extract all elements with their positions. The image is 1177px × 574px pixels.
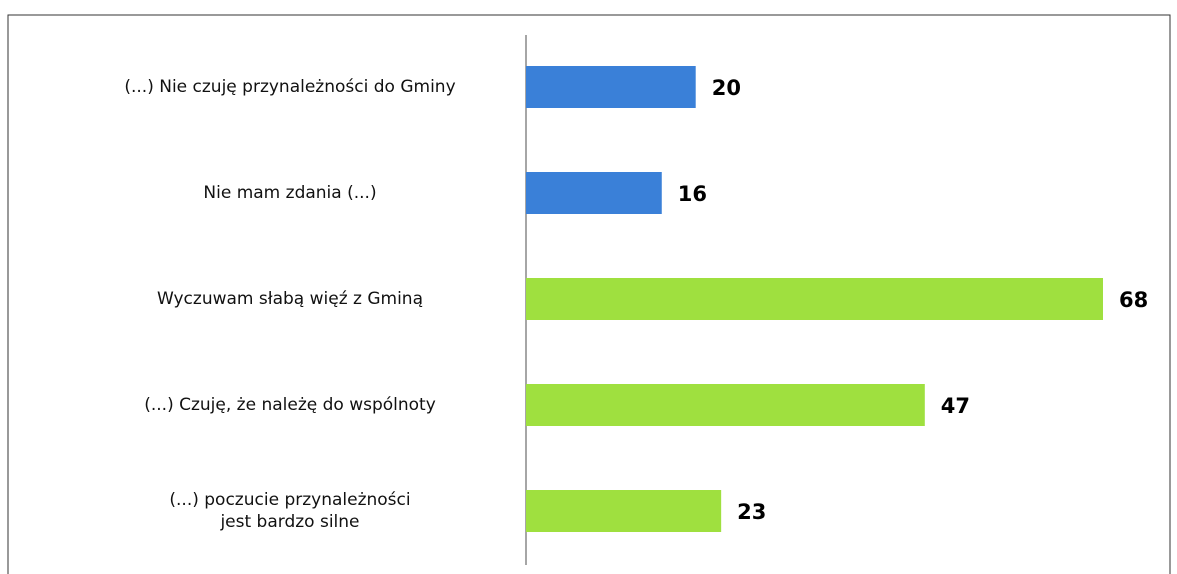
- category-label: (...) poczucie przynależności jest bardz…: [169, 490, 411, 532]
- value-label: 16: [678, 182, 707, 206]
- value-label: 20: [712, 76, 741, 100]
- bar: [526, 384, 925, 426]
- category-label: (...) Nie czuję przynależności do Gminy: [124, 77, 456, 97]
- bar: [526, 278, 1103, 320]
- category-label: (...) Czuję, że należę do wspólnoty: [144, 395, 436, 415]
- bar: [526, 66, 696, 108]
- bar: [526, 490, 722, 532]
- frame: [7, 14, 1171, 574]
- bar: [526, 172, 662, 214]
- category-label: Wyczuwam słabą więź z Gminą: [156, 289, 423, 309]
- value-label: 23: [737, 500, 766, 524]
- category-label: Nie mam zdania (...): [203, 183, 377, 203]
- value-label: 47: [941, 394, 970, 418]
- value-label: 68: [1119, 288, 1148, 312]
